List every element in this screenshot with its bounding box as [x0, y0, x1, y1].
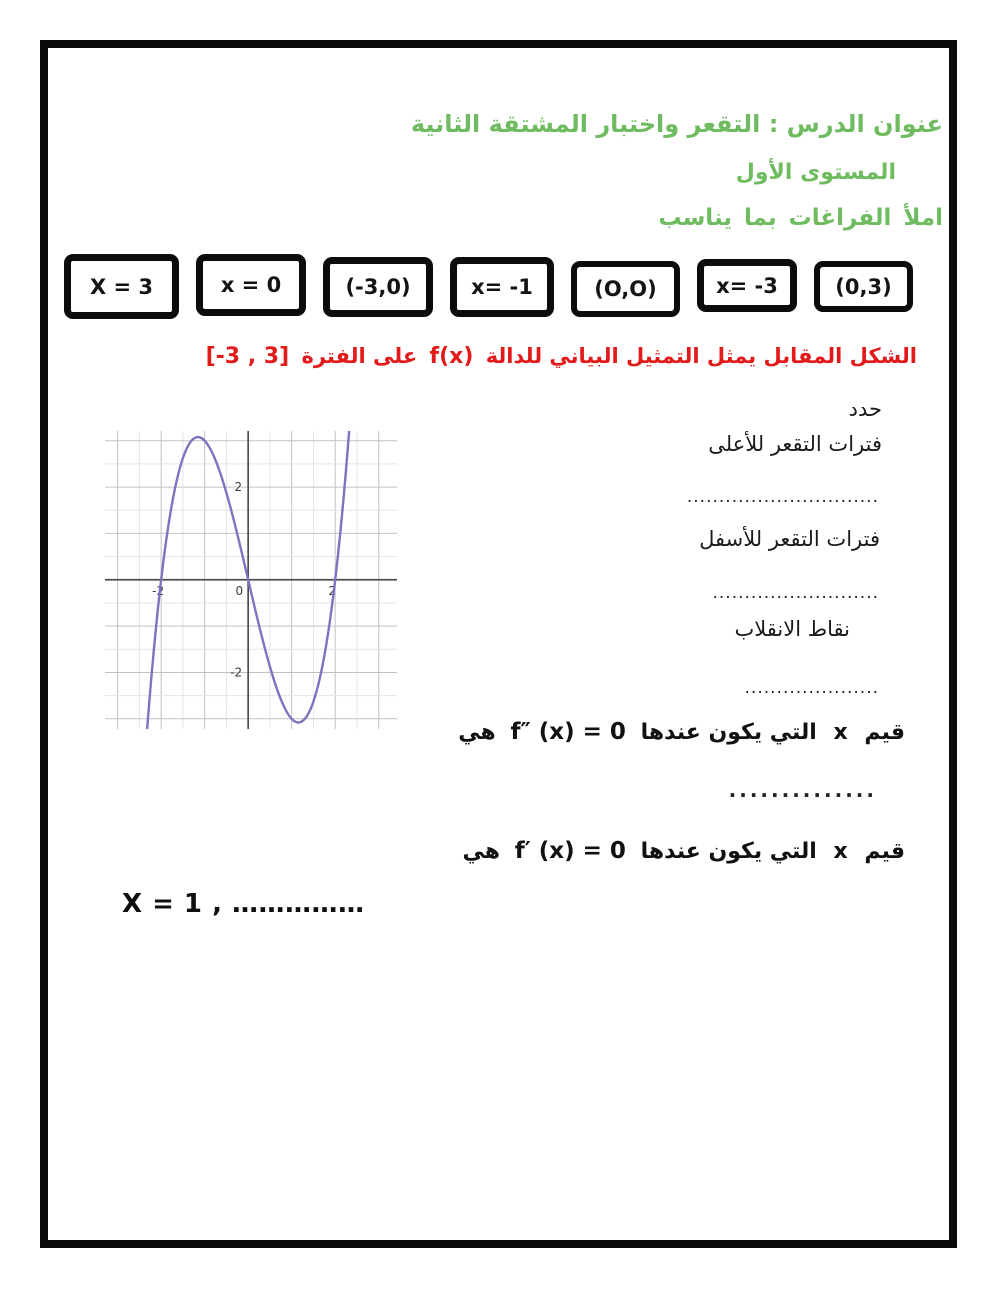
word-bank-item[interactable]: x= -3: [697, 259, 797, 312]
word-bank-item[interactable]: x= -1: [450, 257, 554, 317]
answer-blank-concave-down[interactable]: ..........................: [712, 583, 879, 603]
instruction-label: املأ الفراغات بما يناسب: [658, 205, 943, 231]
caption-arabic-before: الشكل المقابل يمثل التمثيل البياني للدال…: [485, 344, 917, 368]
svg-text:0: 0: [236, 584, 244, 598]
answer-blank-inflection[interactable]: .....................: [744, 678, 879, 698]
word-bank-item[interactable]: (0,3): [814, 261, 913, 312]
answer-blank-second-derivative[interactable]: ..............: [728, 778, 877, 802]
word-bank-item[interactable]: (-3,0): [323, 257, 433, 317]
word-bank-item[interactable]: x = 0: [196, 254, 306, 316]
concave-down-question: فترات التقعر للأسفل: [699, 527, 880, 551]
q-values-word: قيم: [864, 720, 905, 745]
q-second-derivative-eq: f″ (x) = 0: [510, 719, 626, 745]
q-middle-phrase: التي يكون عندها: [640, 720, 817, 745]
inflection-points-question: نقاط الانقلاب: [734, 617, 850, 641]
svg-text:2: 2: [235, 480, 243, 494]
word-bank: X = 3 x = 0 (-3,0) x= -1 (O,O) x= -3 (0,…: [64, 254, 913, 319]
function-graph-svg: -2 0 2 2 -2: [105, 431, 397, 729]
concave-up-question: فترات التقعر للأعلى: [708, 432, 882, 456]
answer-blank-first-derivative[interactable]: X = 1 , ……………: [122, 889, 365, 919]
page-border-frame: [40, 40, 957, 1248]
second-derivative-question: قيم x التي يكون عندها f″ (x) = 0 هي: [458, 719, 905, 745]
svg-text:-2: -2: [152, 584, 164, 598]
word-bank-item[interactable]: X = 3: [64, 254, 179, 319]
q-values-word: قيم: [864, 839, 905, 864]
first-derivative-question: قيم x التي يكون عندها f′ (x) = 0 هي: [463, 838, 906, 864]
q-middle-phrase: التي يكون عندها: [640, 839, 817, 864]
q-x-variable: x: [833, 720, 848, 745]
svg-text:2: 2: [328, 584, 336, 598]
function-graph: -2 0 2 2 -2: [105, 431, 397, 729]
caption-interval: [-3 , 3]: [205, 344, 290, 369]
answer-blank-concave-up[interactable]: ..............................: [686, 487, 879, 507]
determine-label: حدد: [848, 397, 882, 421]
q-is-word: هي: [458, 720, 496, 745]
svg-text:-2: -2: [230, 665, 242, 679]
q-first-derivative-eq: f′ (x) = 0: [514, 838, 626, 864]
graph-caption: الشكل المقابل يمثل التمثيل البياني للدال…: [201, 344, 917, 369]
q-is-word: هي: [462, 839, 501, 864]
q-x-variable: x: [833, 839, 848, 864]
word-bank-item[interactable]: (O,O): [571, 261, 680, 317]
level-label: المستوى الأول: [735, 160, 896, 185]
lesson-title: عنوان الدرس : التقعر واختبار المشتقة الث…: [410, 110, 943, 138]
caption-arabic-after: على الفترة: [301, 344, 418, 368]
caption-fx: f(x): [429, 344, 474, 369]
